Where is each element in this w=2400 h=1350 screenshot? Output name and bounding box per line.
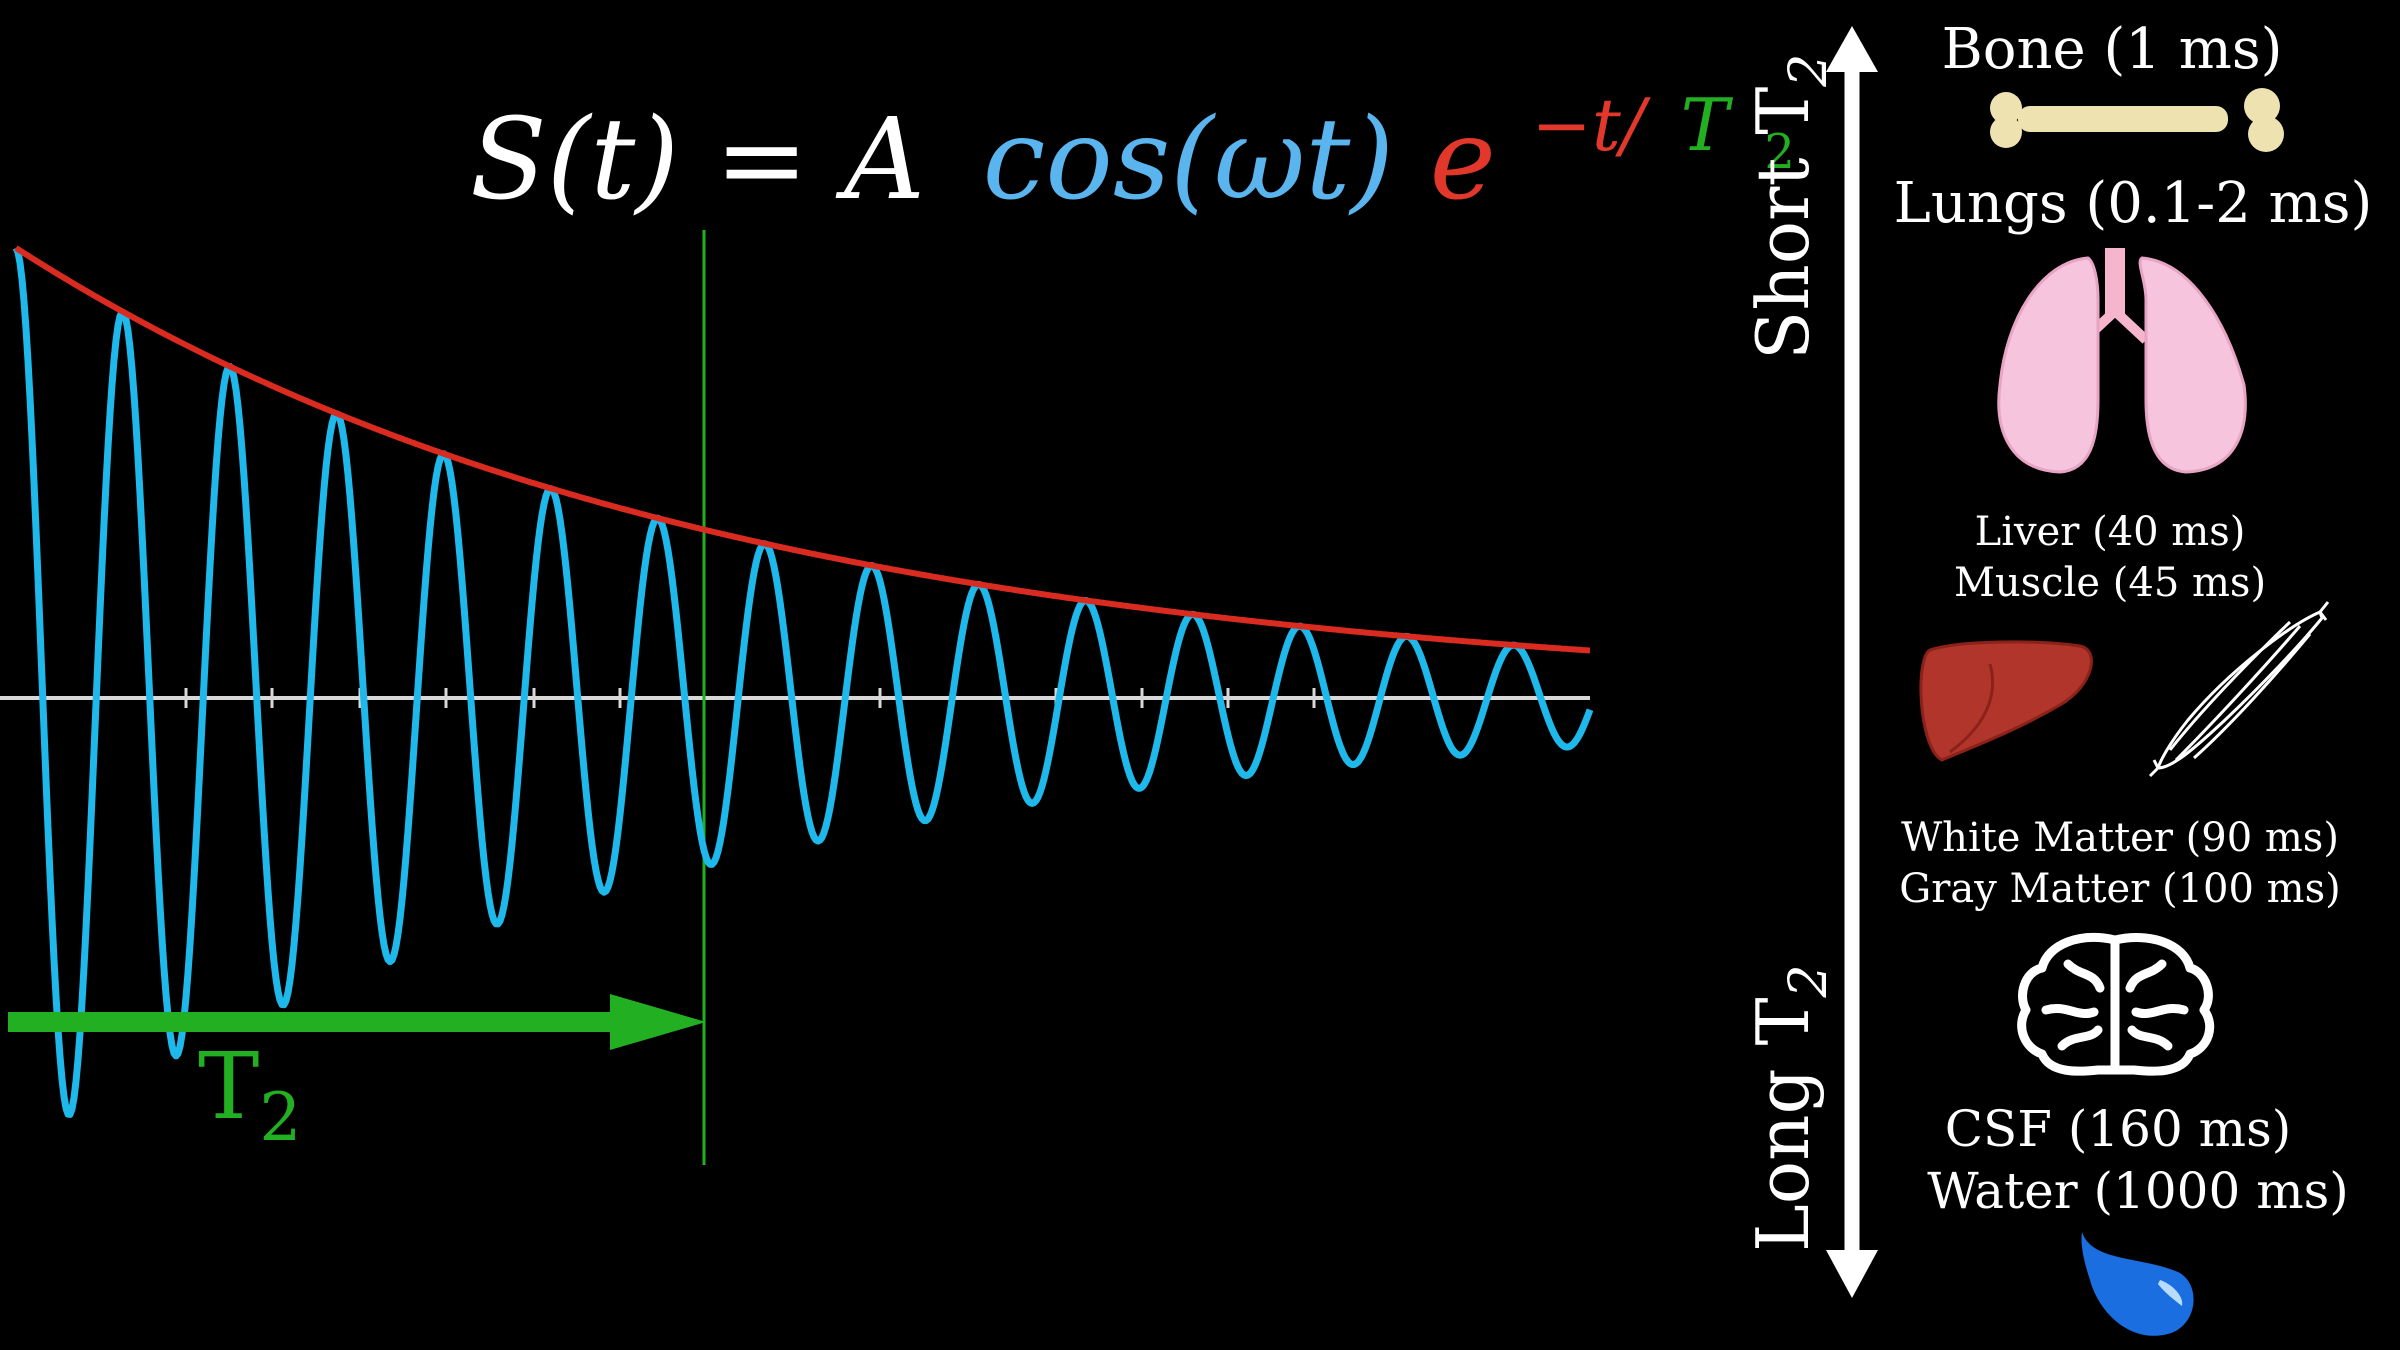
- droplet-icon: [2081, 1232, 2194, 1336]
- equation-cos: cos(ωt): [983, 95, 1394, 225]
- decay-envelope-curve: [14, 245, 1591, 654]
- bone-icon: [1990, 88, 2284, 152]
- t2-label: T2: [198, 1033, 301, 1156]
- tissue-label-csf: CSF (160 ms): [1945, 1100, 2292, 1158]
- equation-exp-T: T: [1681, 83, 1734, 167]
- equation-lhs: S(t) = A: [470, 95, 925, 225]
- signal-plot: T2: [0, 230, 1594, 1165]
- tissue-label-muscle: Muscle (45 ms): [1954, 560, 2266, 606]
- scale-short-label: Short T2: [1741, 54, 1839, 360]
- lungs-icon: [1997, 248, 2247, 474]
- equation-exp-sub: 2: [1764, 124, 1795, 180]
- equation-exp-sign: −t/: [1532, 83, 1652, 167]
- decaying-signal-curve: [12, 246, 1594, 1118]
- liver-icon: [1919, 640, 2093, 762]
- scale-arrow-up-head: [1826, 26, 1878, 72]
- tissue-label-white-matter: White Matter (90 ms): [1901, 815, 2339, 861]
- scale-arrow-down-head: [1826, 1250, 1878, 1298]
- tissue-label-water: Water (1000 ms): [1927, 1162, 2349, 1220]
- scale-long-label: Long T2: [1741, 964, 1839, 1252]
- t2-arrow: [8, 994, 706, 1050]
- tissue-label-liver: Liver (40 ms): [1975, 509, 2246, 555]
- tissue-list: Bone (1 ms) Lungs (0.1-2 ms) Liver (40 m…: [1894, 17, 2373, 1336]
- tissue-label-bone: Bone (1 ms): [1942, 17, 2283, 82]
- t2-scale: Short T2 Long T2: [1741, 26, 1878, 1298]
- muscle-icon: [2148, 601, 2330, 778]
- equation: S(t) = A cos(ωt) e −t/ T 2: [470, 47, 1795, 225]
- equation-exp-base: e: [1430, 95, 1496, 225]
- brain-icon: [2017, 933, 2215, 1076]
- tissue-label-gray-matter: Gray Matter (100 ms): [1899, 866, 2340, 912]
- tissue-label-lungs: Lungs (0.1-2 ms): [1894, 171, 2373, 236]
